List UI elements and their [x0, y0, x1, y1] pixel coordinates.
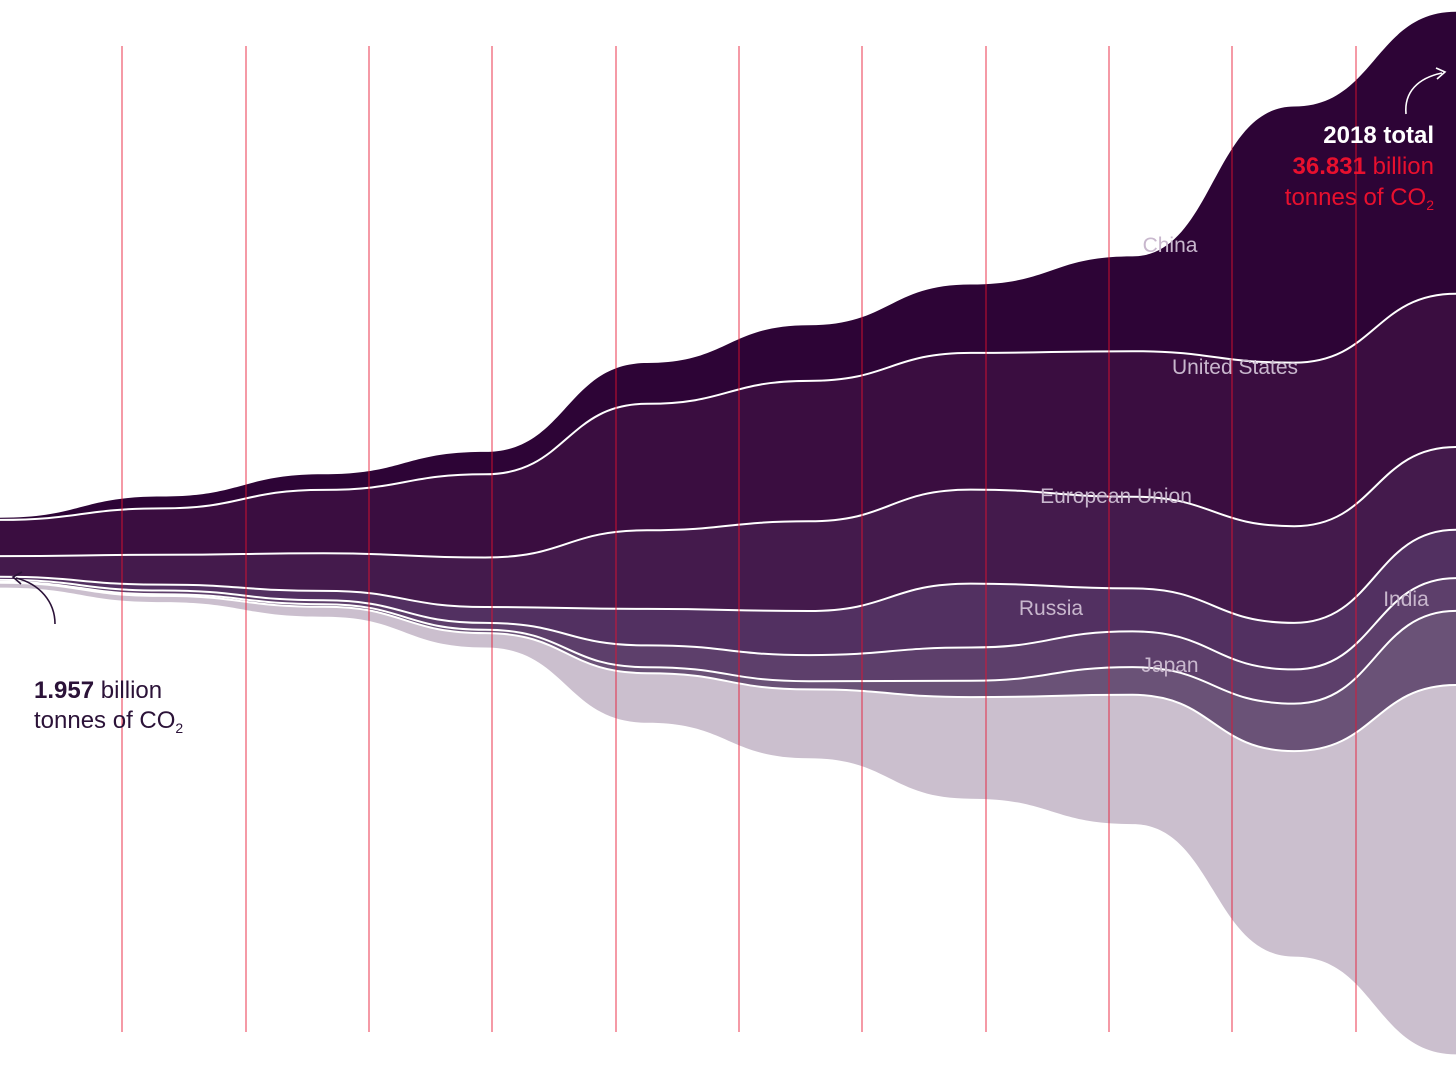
series-label-european-union: European Union — [1040, 485, 1192, 508]
band-rest-of-world — [0, 582, 1456, 1055]
start-unit-2: tonnes of CO — [34, 707, 176, 734]
series-label-united-states: United States — [1172, 356, 1298, 379]
band-separator-line — [0, 580, 1456, 705]
start-unit-sub: 2 — [175, 720, 184, 736]
end-unit-line: tonnes of CO2 — [1285, 182, 1434, 213]
band-separator-line — [0, 446, 1456, 559]
end-unit-1: billion — [1365, 153, 1434, 180]
band-india — [0, 581, 1456, 752]
series-label-china: China — [1143, 234, 1198, 257]
series-label-russia: Russia — [1019, 597, 1084, 620]
end-arrowhead-icon — [1435, 67, 1447, 80]
end-total-value-line: 36.831 billion — [1285, 151, 1434, 182]
end-arrow-icon — [1405, 72, 1443, 115]
band-separator-line — [0, 577, 1456, 671]
decade-gridlines — [121, 46, 1357, 1032]
band-separator-line — [0, 292, 1456, 521]
start-total-annotation: 1.957 billion tonnes of CO2 — [34, 676, 183, 736]
series-labels: China United States European Union Russia Ja… — [1019, 234, 1429, 677]
stream-bands — [0, 11, 1456, 1055]
start-unit-1: billion — [94, 677, 163, 704]
series-label-india: India — [1383, 588, 1429, 611]
end-unit-sub: 2 — [1426, 197, 1434, 213]
end-unit-2: tonnes of CO — [1284, 184, 1427, 211]
end-total-title: 2018 total — [1323, 122, 1434, 149]
end-total-annotation: 2018 total 36.831 billion tonnes of CO2 — [1285, 120, 1434, 213]
band-china — [0, 11, 1456, 520]
band-european-union — [0, 447, 1456, 623]
series-label-japan: Japan — [1141, 654, 1198, 677]
year-tick-label: 2010 — [1334, 25, 1383, 50]
band-separator-line — [0, 581, 1456, 753]
end-value: 36.831 — [1292, 153, 1366, 180]
start-arrow-icon — [15, 577, 56, 625]
start-arrowhead-icon — [11, 571, 23, 585]
start-value: 1.957 — [34, 677, 95, 704]
band-united-states — [0, 293, 1456, 558]
